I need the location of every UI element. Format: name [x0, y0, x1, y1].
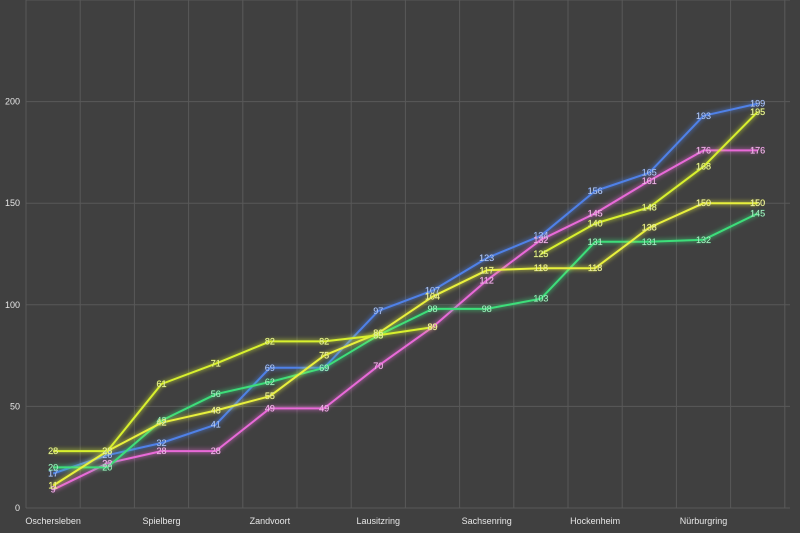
- y-tick-label: 0: [15, 503, 20, 513]
- data-label: 62: [265, 377, 275, 387]
- data-label: 69: [319, 363, 329, 373]
- data-label: 168: [696, 162, 711, 172]
- data-label: 61: [156, 379, 166, 389]
- gridlines: [25, 0, 790, 509]
- data-label: 176: [750, 145, 765, 155]
- data-label: 75: [319, 351, 329, 361]
- data-label: 150: [750, 198, 765, 208]
- data-label: 97: [373, 306, 383, 316]
- series-line-4: [52, 202, 758, 487]
- data-label: 145: [588, 208, 603, 218]
- data-label: 112: [480, 275, 494, 285]
- data-label: 28: [102, 446, 112, 456]
- data-label: 20: [102, 462, 112, 472]
- data-label: 138: [642, 223, 657, 233]
- series-line-5: [540, 111, 759, 255]
- data-label: 56: [211, 389, 221, 399]
- data-label: 89: [427, 322, 437, 332]
- y-tick-label: 50: [10, 401, 20, 411]
- data-label: 125: [533, 249, 548, 259]
- x-tick-label: Oschersleben: [25, 516, 81, 526]
- data-label: 69: [319, 363, 329, 373]
- data-label: 28: [156, 446, 166, 456]
- y-tick-label: 200: [5, 97, 20, 107]
- data-label: 131: [642, 237, 657, 247]
- data-label: 118: [588, 263, 602, 273]
- data-label: 140: [588, 219, 603, 229]
- data-label: 48: [211, 405, 221, 415]
- data-label: 145: [750, 208, 765, 218]
- data-label: 195: [750, 107, 765, 117]
- series-line-2: [52, 149, 758, 491]
- data-label: 104: [425, 292, 440, 302]
- data-label: 150: [696, 198, 711, 208]
- data-label: 123: [479, 253, 494, 263]
- data-label: 70: [373, 361, 383, 371]
- data-label: 117: [480, 265, 494, 275]
- data-label: 98: [482, 304, 492, 314]
- data-label: 85: [373, 330, 383, 340]
- data-label: 134: [533, 231, 548, 241]
- data-label: 82: [319, 336, 329, 346]
- y-tick-label: 150: [5, 198, 20, 208]
- data-label: 89: [427, 322, 437, 332]
- data-label: 132: [696, 235, 711, 245]
- series-line-5: [53, 326, 433, 453]
- data-label: 22: [102, 458, 112, 468]
- x-axis: Oschersleben Spielberg Zandvoort Lausitzrin…: [25, 516, 727, 526]
- data-label: 49: [319, 403, 329, 413]
- data-label: 103: [533, 294, 548, 304]
- y-tick-label: 100: [5, 300, 20, 310]
- series-line-3: [53, 212, 759, 469]
- data-label: 26: [102, 450, 112, 460]
- data-label: 176: [696, 145, 711, 155]
- data-label: 42: [156, 418, 166, 428]
- data-label: 132: [533, 235, 548, 245]
- x-tick-label: Zandvoort: [250, 516, 291, 526]
- data-label: 199: [750, 99, 765, 109]
- data-label: 28: [102, 446, 112, 456]
- data-label: 82: [265, 336, 275, 346]
- data-label: 43: [156, 416, 166, 426]
- data-label: 49: [265, 403, 275, 413]
- series-line-1: [52, 102, 758, 475]
- data-label: 85: [373, 330, 383, 340]
- data-label: 156: [588, 186, 603, 196]
- data-label: 69: [265, 363, 275, 373]
- data-label: 131: [588, 237, 603, 247]
- x-tick-label: Sachsenring: [462, 516, 512, 526]
- y-axis: 0 50 100 150 200: [5, 97, 20, 513]
- data-label: 32: [156, 438, 166, 448]
- data-label: 118: [534, 263, 548, 273]
- data-label: 107: [425, 286, 440, 296]
- data-label: 17: [48, 468, 58, 478]
- x-tick-label: Lausitzring: [357, 516, 401, 526]
- data-label: 193: [696, 111, 711, 121]
- data-label: 28: [48, 446, 58, 456]
- data-label: 165: [642, 168, 657, 178]
- x-tick-label: Hockenheim: [570, 516, 620, 526]
- series-lines: [52, 102, 759, 491]
- x-tick-label: Nürburgring: [680, 516, 728, 526]
- data-labels: 17 26 32 41 69 69 97 107 123 134 156 165 193 199 9 22 28…: [48, 99, 765, 495]
- data-label: 161: [642, 176, 657, 186]
- x-tick-label: Spielberg: [142, 516, 180, 526]
- data-label: 9: [51, 485, 56, 495]
- data-label: 98: [427, 304, 437, 314]
- data-label: 55: [265, 391, 275, 401]
- data-label: 71: [211, 359, 221, 369]
- data-label: 11: [48, 481, 57, 491]
- data-label: 86: [373, 328, 383, 338]
- data-label: 41: [211, 420, 221, 430]
- data-label: 28: [211, 446, 221, 456]
- data-label: 20: [48, 462, 58, 472]
- data-label: 148: [642, 202, 657, 212]
